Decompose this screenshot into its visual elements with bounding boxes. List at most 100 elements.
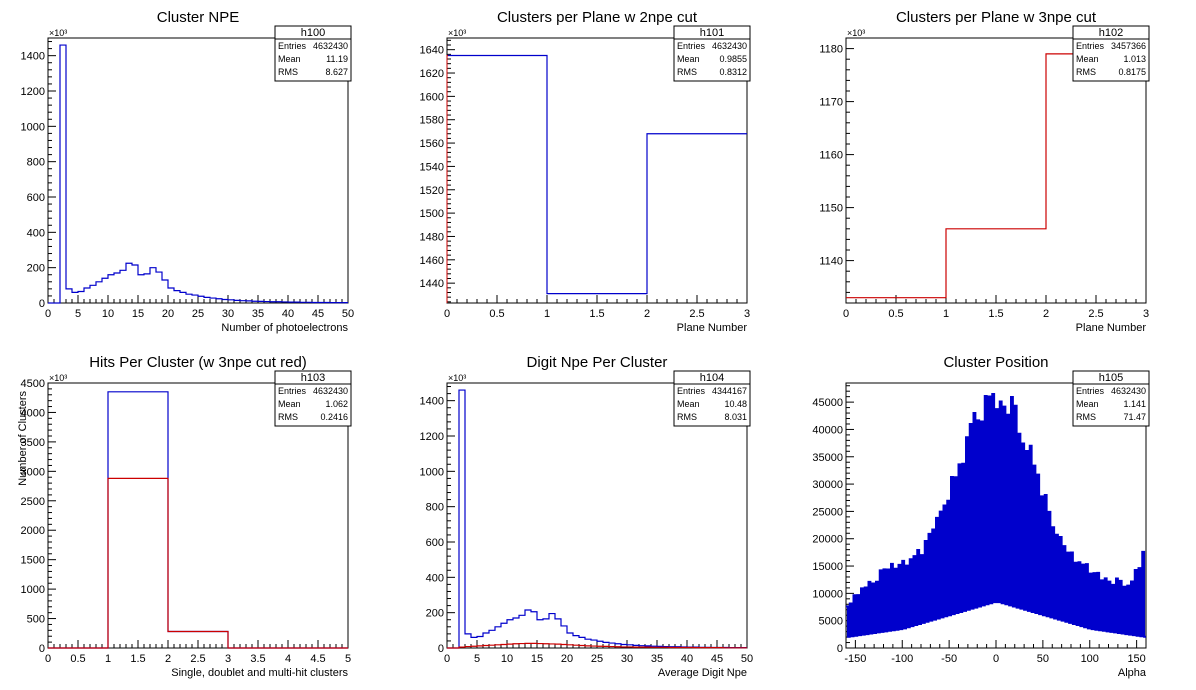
- x-tick-label: 25: [192, 308, 204, 320]
- y-tick-label: 3500: [21, 437, 45, 449]
- x-tick-label: 30: [621, 653, 633, 665]
- y-tick-label: 2000: [21, 525, 45, 537]
- chart-panel-h105: Cluster Position -150 -100 -50 0 50 100 150 0 500…: [812, 354, 1150, 679]
- y-tick-label: 30000: [812, 479, 843, 491]
- stats-box-frame: [673, 25, 751, 82]
- stats-row-value: 1.141: [1123, 399, 1146, 409]
- stats-box: h102 Entries 3457366 Mean 1.013 RMS 0.8175: [1072, 25, 1150, 82]
- y-tick-label: 1440: [420, 278, 444, 290]
- x-tick-label: 35: [651, 653, 663, 665]
- stats-box-frame: [673, 370, 751, 427]
- histogram-series: [447, 54, 747, 295]
- x-tick-label: 30: [222, 308, 234, 320]
- stats-box: h103 Entries 4632430 Mean 1.062 RMS 0.2416: [274, 370, 352, 427]
- x-tick-label: 10: [501, 653, 513, 665]
- y-tick-label: 1150: [819, 203, 843, 215]
- stats-row-value: 4632430: [712, 41, 747, 51]
- stats-row-key: Mean: [1076, 399, 1099, 409]
- stats-row-key: RMS: [677, 412, 697, 422]
- stats-row-value: 10.48: [724, 399, 747, 409]
- y-tick-label: 4500: [21, 378, 45, 390]
- x-tick-label: 0.5: [888, 308, 903, 320]
- x-tick-label: 3.5: [250, 653, 265, 665]
- y-exponent-label: ×10³: [847, 28, 865, 38]
- x-tick-label: 1: [943, 308, 949, 320]
- stats-row-value: 4632430: [1111, 386, 1146, 396]
- y-tick-label: 10000: [812, 588, 843, 600]
- stats-row-value: 4632430: [313, 386, 348, 396]
- stats-row-value: 8.031: [724, 412, 747, 422]
- stats-box: h105 Entries 4632430 Mean 1.141 RMS 71.47: [1072, 370, 1150, 427]
- histogram-series: [846, 53, 1146, 299]
- x-tick-label: 45: [312, 308, 324, 320]
- x-tick-label: 100: [1081, 653, 1099, 665]
- stats-row-value: 11.19: [326, 54, 348, 64]
- x-tick-label: 20: [162, 308, 174, 320]
- y-tick-label: 600: [426, 537, 444, 549]
- x-tick-label: 0.5: [489, 308, 504, 320]
- y-tick-label: 400: [27, 227, 45, 239]
- stats-row-value: 1.013: [1123, 54, 1146, 64]
- stats-box-frame: [1072, 370, 1150, 427]
- x-tick-label: -50: [941, 653, 957, 665]
- x-tick-label: 0: [444, 653, 450, 665]
- stats-box: h101 Entries 4632430 Mean 0.9855 RMS 0.8312: [673, 25, 751, 82]
- x-tick-label: 40: [282, 308, 294, 320]
- y-tick-label: 1000: [420, 466, 444, 478]
- y-tick-label: 1580: [420, 115, 444, 127]
- stats-row-key: RMS: [278, 412, 298, 422]
- x-tick-label: 3: [1143, 308, 1149, 320]
- x-tick-label: 0: [45, 653, 51, 665]
- stats-row-key: Mean: [1076, 54, 1099, 64]
- chart-title: Clusters per Plane w 3npe cut: [896, 9, 1097, 26]
- stats-box-frame: [1072, 25, 1150, 82]
- y-tick-label: 1540: [420, 161, 444, 173]
- histogram-series: [447, 389, 747, 649]
- x-tick-label: 50: [1037, 653, 1049, 665]
- x-tick-label: 5: [75, 308, 81, 320]
- y-tick-label: 20000: [812, 534, 843, 546]
- y-tick-label: 200: [426, 608, 444, 620]
- y-exponent-label: ×10³: [49, 373, 67, 383]
- chart-panel-h104: Digit Npe Per Cluster 0 5 10 15 20 25 30 35 40 45 5…: [420, 354, 754, 679]
- stats-row-key: Mean: [278, 54, 301, 64]
- y-tick-label: 1200: [21, 86, 45, 98]
- y-tick-label: 1200: [420, 431, 444, 443]
- stats-box-frame: [274, 25, 352, 82]
- histogram-series-overlay: [446, 55, 448, 303]
- y-tick-label: 1400: [420, 396, 444, 408]
- y-tick-label: 1500: [420, 208, 444, 220]
- stats-row-key: RMS: [677, 67, 697, 77]
- stats-row-value: 0.8312: [719, 67, 747, 77]
- stats-box-name: h105: [1099, 372, 1123, 384]
- y-tick-label: 1160: [819, 150, 843, 162]
- x-tick-label: 15: [132, 308, 144, 320]
- stats-row-value: 3457366: [1111, 41, 1146, 51]
- stats-box-frame: [274, 370, 352, 427]
- y-exponent-label: ×10³: [448, 373, 466, 383]
- x-tick-label: 5: [345, 653, 351, 665]
- stats-row-key: Entries: [278, 41, 307, 51]
- x-tick-label: 5: [474, 653, 480, 665]
- x-tick-label: 0: [45, 308, 51, 320]
- stats-row-value: 0.9855: [719, 54, 747, 64]
- y-tick-label: 500: [27, 614, 45, 626]
- y-tick-label: 1600: [420, 91, 444, 103]
- chart-title: Cluster NPE: [157, 9, 240, 26]
- stats-row-key: Mean: [677, 54, 700, 64]
- y-tick-label: 0: [39, 298, 45, 310]
- x-tick-label: 1.5: [988, 308, 1003, 320]
- x-tick-label: 2: [644, 308, 650, 320]
- y-tick-label: 1500: [21, 555, 45, 567]
- y-tick-label: 0: [39, 643, 45, 655]
- stats-row-value: 0.2416: [320, 412, 348, 422]
- stats-box: h104 Entries 4344167 Mean 10.48 RMS 8.031: [673, 370, 751, 427]
- y-tick-label: 0: [438, 643, 444, 655]
- y-tick-label: 200: [27, 263, 45, 275]
- y-tick-label: 600: [27, 192, 45, 204]
- y-tick-label: 25000: [812, 506, 843, 518]
- x-tick-label: 2.5: [190, 653, 205, 665]
- y-tick-label: 800: [426, 502, 444, 514]
- x-axis-label: Single, doublet and multi-hit clusters: [171, 667, 348, 679]
- y-tick-label: 1140: [819, 256, 843, 268]
